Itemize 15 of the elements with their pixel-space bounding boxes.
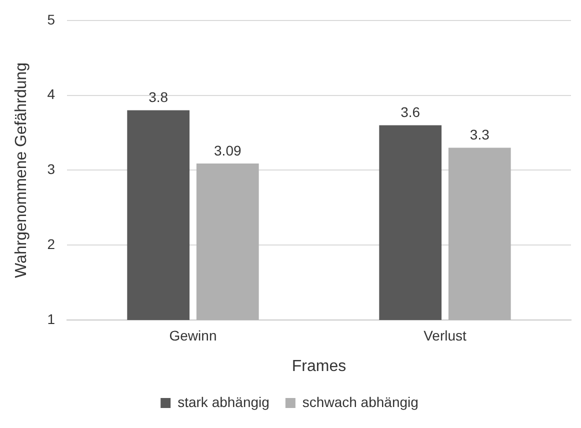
- data-label: 3.6: [400, 104, 420, 120]
- x-tick-label: Verlust: [424, 327, 466, 344]
- legend-label: schwach abhängig: [302, 394, 418, 410]
- legend-label: stark abhängig: [178, 394, 270, 410]
- data-label: 3.3: [470, 126, 490, 143]
- x-axis-title: Frames: [292, 358, 346, 375]
- data-label: 3.09: [214, 142, 242, 158]
- y-axis-title: Wahrgenommene Gefährdung: [13, 62, 30, 278]
- y-tick-label: 2: [47, 236, 56, 252]
- y-tick-label: 3: [47, 161, 56, 178]
- data-label: 3.8: [148, 89, 168, 106]
- x-tick-label: Gewinn: [169, 327, 217, 344]
- y-tick-label: 5: [47, 11, 56, 28]
- y-tick-label: 4: [47, 86, 56, 102]
- y-tick-label: 1: [47, 310, 56, 327]
